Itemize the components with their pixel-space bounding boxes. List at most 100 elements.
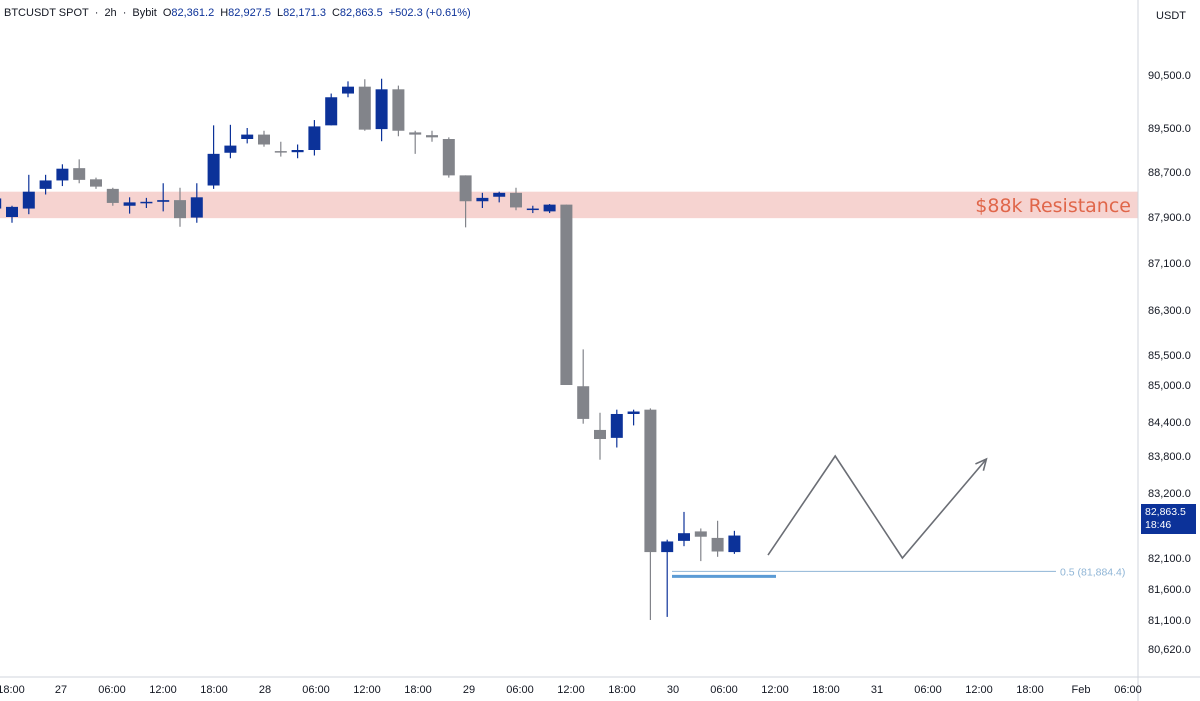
candles [0,78,741,620]
candle [526,205,539,214]
candle-body [627,411,640,414]
candle-body [90,179,102,187]
x-tick-label: 12:00 [761,684,789,696]
candle [291,144,304,159]
candle-body [543,204,556,212]
x-tick-label: 06:00 [302,684,330,696]
y-tick-label: 83,200.0 [1148,488,1191,500]
candle [375,78,388,142]
candle-body [728,535,741,553]
candle-body [39,180,52,189]
projection-arrowhead [975,457,988,471]
open-label: O [162,7,172,19]
candle [594,412,606,460]
candle [560,204,573,385]
close-value: 82,863.5 [339,7,383,19]
candle [157,183,170,212]
open-value: 82,361.2 [171,7,215,19]
y-tick-label: 81,100.0 [1148,615,1191,627]
candle-body [6,206,18,217]
y-tick-label: 86,300.0 [1148,305,1191,317]
candle-body [308,126,321,150]
x-tick-label: 12:00 [149,684,177,696]
y-tick-label: 85,000.0 [1148,380,1191,392]
candle [190,183,203,223]
change-value: +502.3 (+0.61%) [388,7,471,19]
candle [308,120,321,156]
symbol-header: BTCUSDT SPOT · 2h · Bybit O82,361.2 H82,… [4,7,471,19]
y-tick-label: 87,900.0 [1148,212,1191,224]
y-tick-label: 88,700.0 [1148,167,1191,179]
candle-body [190,197,203,218]
candle [123,197,136,214]
candle [258,130,270,147]
last-price-value: 82,863.5 [1145,506,1186,518]
low-value: 82,171.3 [283,7,326,19]
currency-label[interactable]: USDT [1156,10,1186,22]
x-tick-label: 06:00 [710,684,738,696]
candle-body [661,541,674,553]
candle-body [711,537,724,552]
candle-body [694,531,707,537]
y-tick-label: 82,100.0 [1148,553,1191,565]
y-tick-label: 84,400.0 [1148,417,1191,429]
candle-body [73,168,86,180]
candle-body [644,409,657,553]
x-tick-label: 18:00 [608,684,636,696]
candle [426,130,438,142]
candle-body [459,175,472,202]
candle-body [610,413,623,438]
candle [325,93,338,126]
candle-body [0,198,2,209]
candle-body [375,89,388,130]
candle [174,187,186,227]
candle-body [342,86,354,94]
candle-body [207,153,220,186]
candle [392,85,405,137]
x-tick-label: 06:00 [506,684,534,696]
candle-body [476,197,489,202]
y-tick-label: 85,500.0 [1148,350,1191,362]
candle [207,125,220,189]
high-value: 82,927.5 [228,7,271,19]
candle-body [392,89,405,131]
candle [610,409,623,448]
candle [342,81,354,98]
candle-body [493,192,506,197]
x-tick-label: 18:00 [812,684,840,696]
symbol-name[interactable]: BTCUSDT SPOT [4,7,89,19]
y-tick-label: 90,500.0 [1148,70,1191,82]
last-price-tag: 82,863.5 18:46 [1141,504,1196,534]
candle-body [678,533,690,541]
candle-body [442,139,455,176]
fib-label: 0.5 (81,884.4) [1060,566,1125,578]
candle-body [510,192,522,208]
candle-body [224,145,237,153]
x-tick-label: Feb [1072,684,1091,696]
candle [728,530,741,554]
x-tick-label: 18:00 [200,684,228,696]
x-tick-label: 27 [55,684,67,696]
high-label: H [220,7,229,19]
projection-line [767,454,988,560]
interval[interactable]: 2h [104,7,117,19]
candle-body [560,204,573,385]
x-tick-label: 12:00 [353,684,381,696]
low-label: L [277,7,284,19]
candle [409,130,422,154]
candle-body [174,200,186,219]
candle [442,137,455,178]
candle [56,164,69,187]
candle [711,520,724,557]
candle-body [325,97,338,126]
x-tick-label: 31 [871,684,883,696]
candle [274,141,287,157]
y-tick-label: 83,800.0 [1148,451,1191,463]
candle [694,528,707,562]
candle-body [594,429,606,439]
candle [241,128,254,144]
candle-body [426,135,438,138]
candle [543,204,556,214]
candle-body [123,202,136,206]
